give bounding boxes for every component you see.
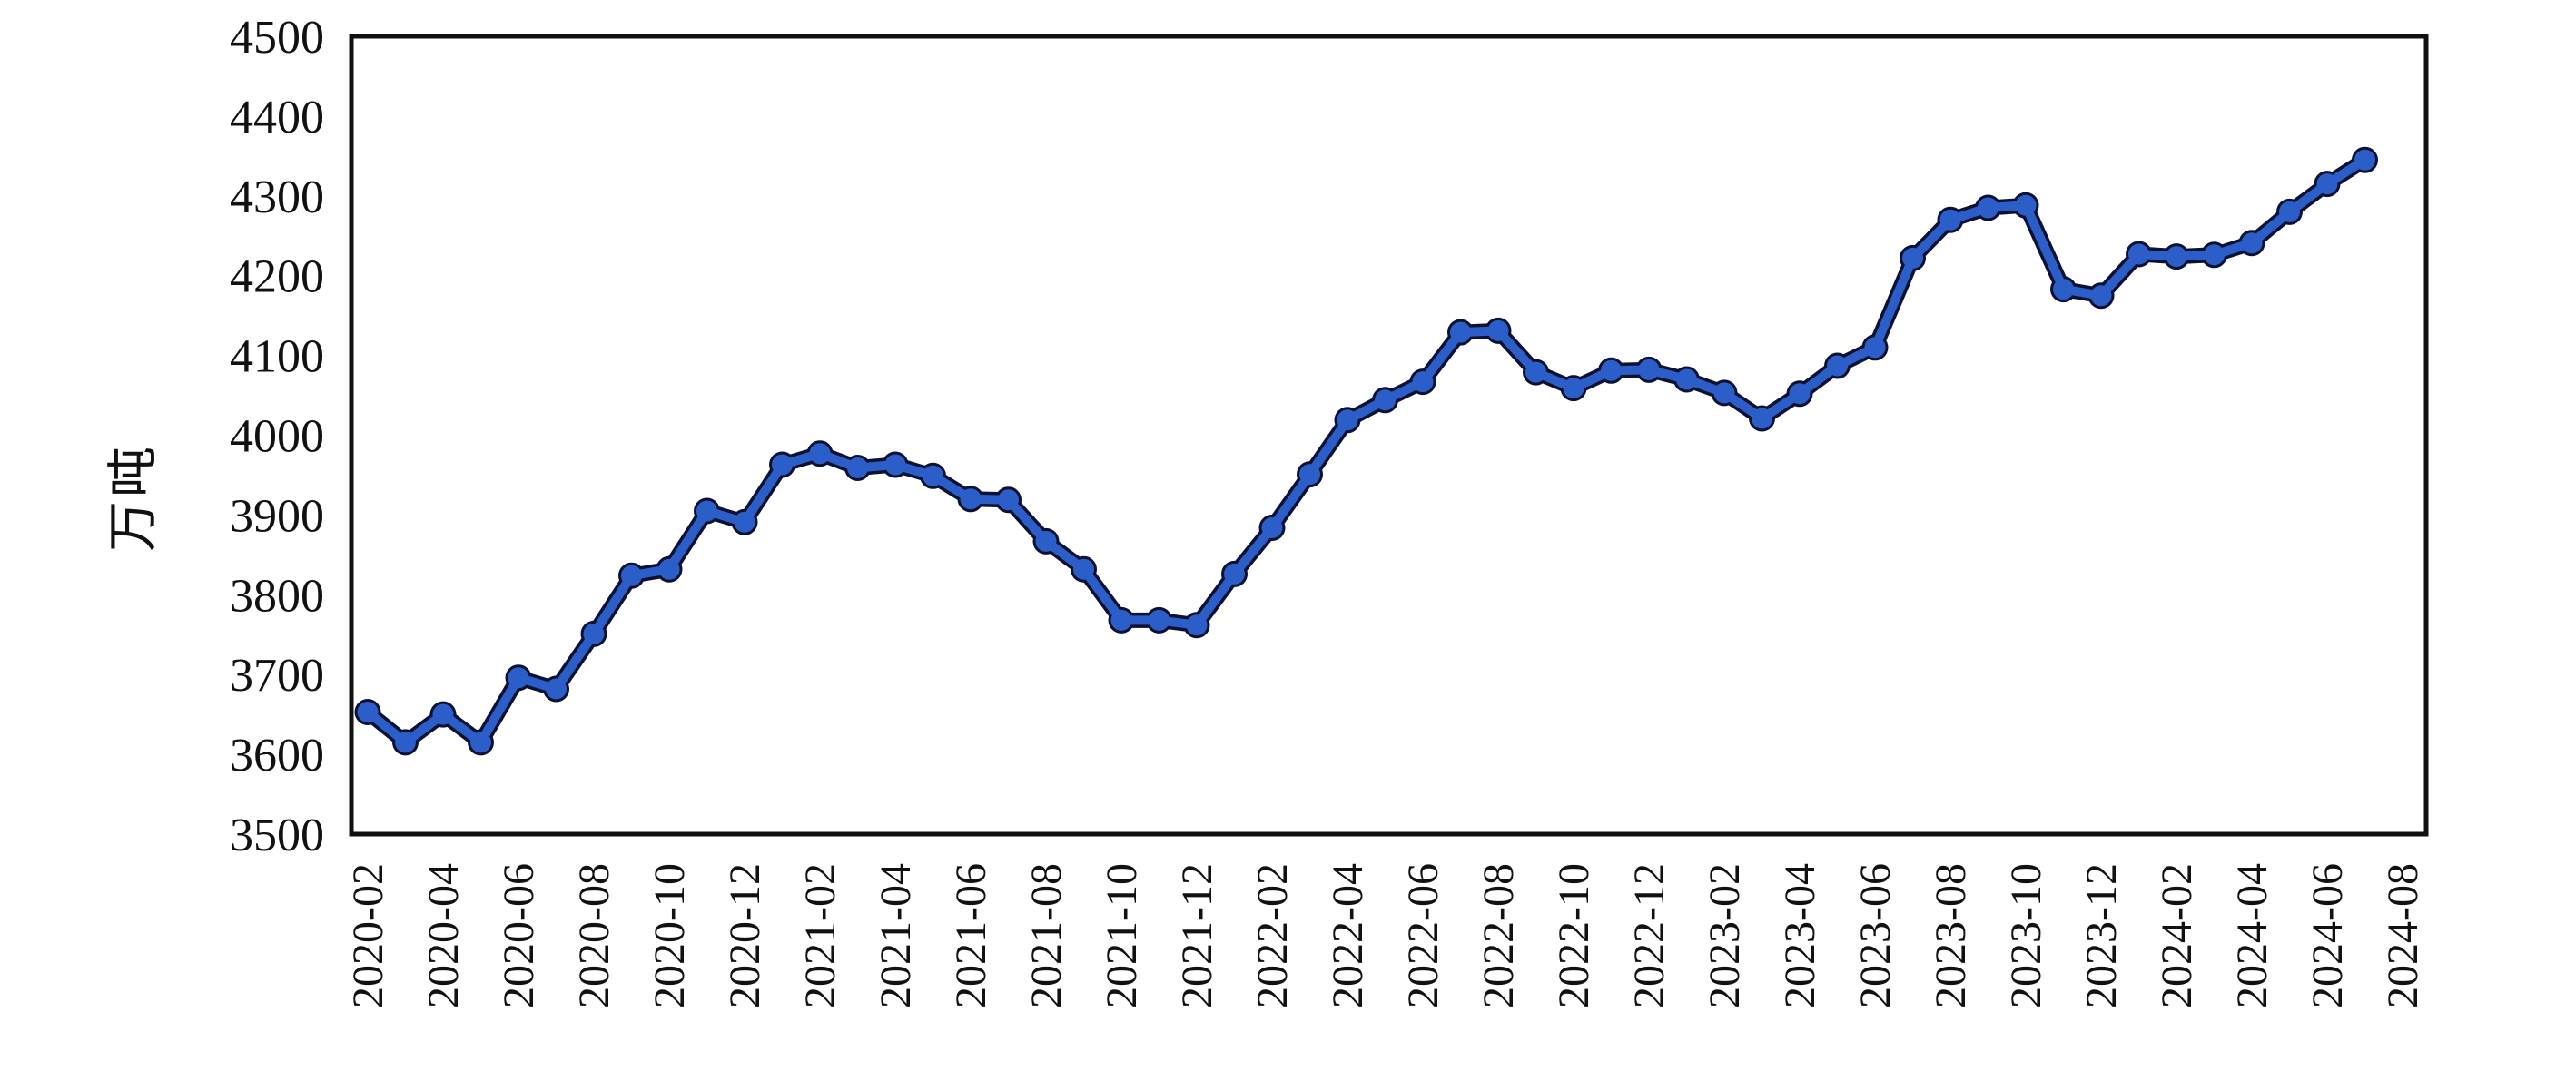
data-point	[960, 488, 982, 510]
data-point	[1110, 609, 1132, 631]
x-tick-label: 2020-10	[646, 863, 694, 1008]
data-point	[1261, 517, 1283, 538]
data-point	[470, 732, 491, 753]
data-point	[2204, 244, 2225, 266]
data-point	[508, 667, 529, 689]
data-point	[1487, 319, 1509, 341]
series-line	[363, 155, 2370, 747]
data-point	[1149, 609, 1170, 631]
x-tick-label: 2022-02	[1249, 863, 1297, 1008]
data-point	[998, 489, 1019, 511]
data-point	[2279, 201, 2300, 222]
x-tick-label: 2023-02	[1701, 863, 1749, 1008]
x-tick-label: 2020-06	[495, 863, 543, 1008]
data-point	[357, 702, 379, 722]
data-point	[1450, 321, 1471, 343]
data-point	[2354, 149, 2375, 171]
data-point	[884, 454, 906, 476]
x-tick-label: 2024-08	[2379, 863, 2427, 1008]
data-point	[1412, 371, 1434, 393]
data-point	[1638, 359, 1660, 380]
data-point	[1978, 197, 1999, 219]
x-tick-label: 2021-12	[1173, 863, 1221, 1008]
x-tick-label: 2021-06	[947, 863, 995, 1008]
y-tick-label: 3800	[230, 570, 324, 622]
y-tick-label: 4100	[230, 331, 324, 383]
data-point	[1827, 355, 1848, 377]
data-point	[1337, 409, 1358, 431]
data-point	[546, 678, 567, 700]
data-point	[1299, 464, 1320, 486]
data-point	[1713, 382, 1735, 404]
x-tick-label: 2023-10	[2002, 863, 2050, 1008]
data-point	[2166, 246, 2187, 268]
data-point	[2316, 173, 2338, 195]
data-point	[621, 565, 642, 586]
data-point	[1563, 378, 1584, 399]
y-tick-label: 3700	[230, 650, 324, 702]
x-tick-label: 2022-10	[1550, 863, 1598, 1008]
data-point	[1375, 389, 1396, 411]
x-tick-label: 2020-02	[344, 863, 392, 1008]
y-tick-label: 3900	[230, 490, 324, 542]
data-point	[2053, 279, 2074, 300]
data-point	[2090, 285, 2112, 307]
x-tick-label: 2021-08	[1022, 863, 1071, 1008]
y-tick-label: 4500	[230, 12, 324, 64]
x-tick-label: 2021-04	[872, 863, 920, 1008]
data-point	[583, 623, 605, 644]
y-tick-label: 3600	[230, 730, 324, 781]
x-tick-label: 2024-06	[2304, 863, 2352, 1008]
data-point	[696, 500, 717, 522]
data-point	[2241, 232, 2263, 254]
data-point	[734, 511, 755, 533]
x-tick-label: 2023-12	[2078, 863, 2126, 1008]
y-tick-label: 4400	[230, 92, 324, 143]
x-tick-label: 2024-02	[2153, 863, 2201, 1008]
y-tick-label: 3500	[230, 810, 324, 861]
x-tick-label: 2022-04	[1324, 863, 1372, 1008]
x-tick-label: 2022-08	[1475, 863, 1523, 1008]
data-point	[1676, 368, 1697, 390]
y-tick-label: 4000	[230, 411, 324, 463]
data-point	[1601, 359, 1622, 381]
y-tick-label: 4200	[230, 251, 324, 303]
data-point	[1789, 383, 1811, 405]
data-point	[1224, 563, 1245, 585]
y-axis-title: 万吨	[105, 443, 163, 552]
data-point	[1035, 530, 1057, 552]
x-tick-label: 2023-04	[1776, 863, 1824, 1008]
x-tick-label: 2021-10	[1098, 863, 1146, 1008]
x-tick-label: 2023-08	[1927, 863, 1975, 1008]
data-point	[658, 558, 680, 580]
data-point	[2015, 194, 2037, 216]
x-tick-label: 2020-04	[419, 863, 468, 1008]
plot-border	[349, 34, 2429, 837]
y-tick-label: 4300	[230, 172, 324, 223]
data-point	[772, 454, 793, 476]
data-point	[847, 457, 868, 478]
data-point	[2128, 243, 2149, 265]
data-point	[432, 703, 454, 725]
data-point	[809, 443, 831, 465]
data-point	[923, 465, 943, 486]
series-line-outline	[360, 152, 2373, 751]
data-point	[1073, 558, 1094, 580]
data-point	[1902, 247, 1923, 269]
x-tick-label: 2020-08	[570, 863, 618, 1008]
x-tick-label: 2022-12	[1625, 863, 1673, 1008]
data-point	[1752, 408, 1772, 429]
x-tick-label: 2022-06	[1399, 863, 1447, 1008]
data-point	[1939, 209, 1961, 231]
x-tick-label: 2024-04	[2228, 863, 2276, 1008]
x-tick-label: 2023-06	[1851, 863, 1900, 1008]
data-point	[395, 732, 416, 753]
data-point	[1186, 614, 1208, 636]
data-point	[1864, 337, 1886, 359]
x-tick-label: 2021-02	[796, 863, 844, 1008]
x-tick-label: 2020-12	[721, 863, 769, 1008]
data-point	[1525, 361, 1546, 383]
